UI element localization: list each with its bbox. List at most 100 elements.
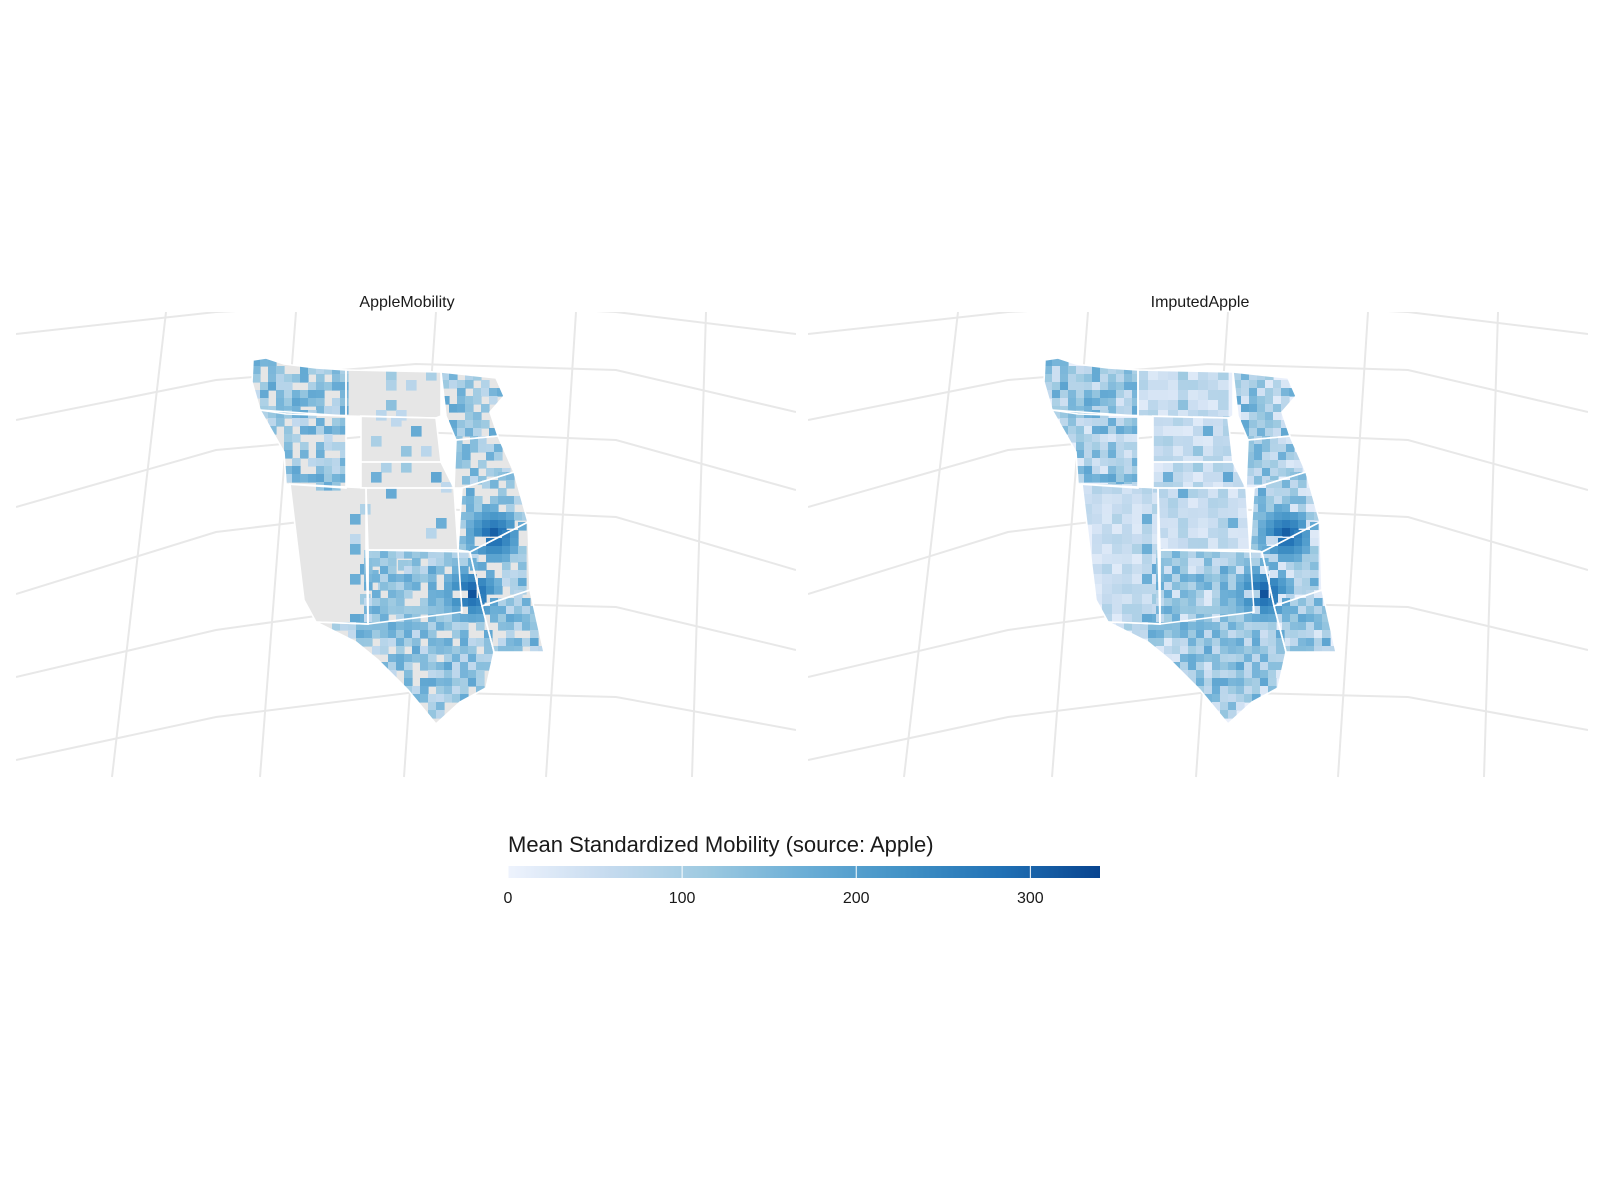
county-cell xyxy=(452,630,461,639)
county-cell xyxy=(1290,504,1299,513)
county-cell xyxy=(1212,606,1221,615)
county-cell xyxy=(1196,638,1205,647)
county-cell xyxy=(1203,462,1214,473)
county-cell xyxy=(1302,530,1311,539)
county-cell xyxy=(388,630,397,639)
county-cell xyxy=(1198,400,1209,411)
county-cell xyxy=(482,480,491,489)
county-cell xyxy=(388,662,397,671)
county-cell xyxy=(484,630,493,639)
county-cell xyxy=(1188,630,1197,639)
county-cell xyxy=(300,426,309,435)
county-cell xyxy=(1108,450,1117,459)
county-cell xyxy=(1212,686,1221,695)
county-cell xyxy=(1252,590,1261,599)
county-cell xyxy=(316,382,325,391)
county-cell xyxy=(460,558,469,567)
county-cell xyxy=(1132,604,1143,615)
county-cell xyxy=(1198,498,1209,509)
county-cell xyxy=(1084,466,1093,475)
county-cell xyxy=(1148,400,1159,411)
county-cell xyxy=(522,598,531,607)
county-cell xyxy=(1188,528,1199,539)
county-cell xyxy=(1268,670,1277,679)
county-cell xyxy=(1250,544,1259,553)
county-cell xyxy=(1220,582,1229,591)
county-cell xyxy=(428,550,437,559)
county-cell xyxy=(1204,630,1213,639)
county-cell xyxy=(1228,686,1237,695)
county-cell xyxy=(1252,646,1261,655)
county-cell xyxy=(460,582,469,591)
graticule-meridian xyxy=(545,312,577,778)
county-cell xyxy=(474,496,483,505)
county-cell xyxy=(1310,578,1319,587)
county-cell xyxy=(1228,574,1237,583)
county-cell xyxy=(1260,622,1269,631)
county-cell xyxy=(1223,472,1234,483)
county-cell xyxy=(436,686,445,695)
county-cell xyxy=(332,418,341,427)
county-cell xyxy=(1270,452,1279,461)
county-cell xyxy=(372,558,381,567)
county-cell xyxy=(428,582,437,591)
county-cell xyxy=(458,520,467,529)
county-cell xyxy=(428,566,437,575)
county-cell xyxy=(514,614,523,623)
county-cell xyxy=(1060,390,1069,399)
county-cell xyxy=(1228,550,1237,559)
county-cell xyxy=(340,474,349,483)
legend-tick-label: 100 xyxy=(668,890,696,907)
county-cell xyxy=(1122,604,1133,615)
county-cell xyxy=(1220,686,1229,695)
county-cell xyxy=(268,418,277,427)
county-cell xyxy=(1314,638,1323,647)
county-cell xyxy=(1164,566,1173,575)
county-cell xyxy=(260,390,269,399)
county-cell xyxy=(510,570,519,579)
county-cell xyxy=(1246,468,1255,477)
county-cell xyxy=(1258,528,1267,537)
county-cell xyxy=(420,574,429,583)
county-cell xyxy=(462,452,471,461)
county-cell xyxy=(1116,466,1125,475)
county-cell xyxy=(1112,594,1123,605)
county-cell xyxy=(1076,426,1085,435)
county-cell xyxy=(1302,578,1311,587)
county-cell xyxy=(1298,520,1307,529)
county-cell xyxy=(1228,694,1237,703)
county-cell xyxy=(1265,420,1274,429)
county-cell xyxy=(1203,426,1214,437)
county-cell xyxy=(1260,678,1269,687)
county-cell xyxy=(1172,606,1181,615)
graticule-parallel xyxy=(808,312,1588,335)
county-cell xyxy=(1084,474,1093,483)
county-cell xyxy=(420,654,429,663)
county-cell xyxy=(1278,444,1287,453)
county-cell xyxy=(486,452,495,461)
county-cell xyxy=(460,638,469,647)
county-cell xyxy=(1298,646,1307,655)
county-cell xyxy=(1076,466,1085,475)
county-cell xyxy=(1266,480,1275,489)
map-panel-imputed-apple xyxy=(808,312,1588,778)
county-cell xyxy=(1188,538,1199,549)
county-cell xyxy=(1188,498,1199,509)
county-cell xyxy=(1092,474,1101,483)
county-cell xyxy=(391,416,402,427)
county-cell xyxy=(404,630,413,639)
county-cell xyxy=(1188,622,1197,631)
county-cell xyxy=(1116,374,1125,383)
county-cell xyxy=(1274,504,1283,513)
county-cell xyxy=(522,606,531,615)
county-cell xyxy=(1100,466,1109,475)
county-cell xyxy=(470,436,479,445)
county-cell xyxy=(444,694,453,703)
county-cell xyxy=(514,598,523,607)
county-cell xyxy=(1172,550,1181,559)
county-cell xyxy=(1102,554,1113,565)
county-cell xyxy=(406,380,417,391)
county-cell xyxy=(324,434,333,443)
county-cell xyxy=(494,586,503,595)
county-cell xyxy=(1076,374,1085,383)
